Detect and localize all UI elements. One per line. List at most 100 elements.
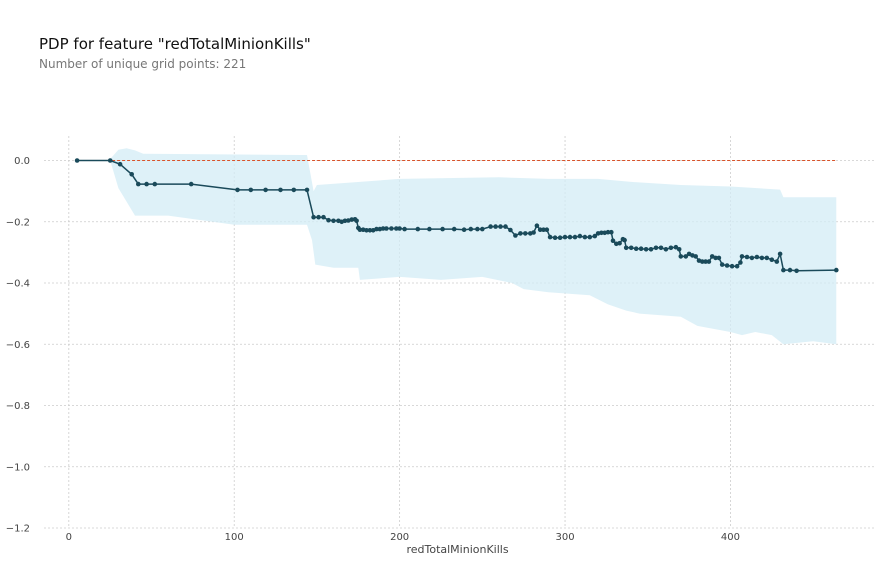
pdp-point	[74, 158, 80, 163]
pdp-point	[364, 228, 369, 233]
pdp-point	[461, 227, 467, 232]
pdp-point	[744, 254, 750, 260]
pdp-point	[572, 234, 578, 240]
pdp-point	[480, 226, 485, 232]
pdp-point	[734, 263, 740, 269]
pdp-point	[503, 224, 508, 229]
pdp-point	[389, 226, 394, 231]
pdp-point	[706, 259, 712, 264]
pdp-point	[523, 231, 528, 236]
y-tick-label: −0.8	[6, 401, 30, 412]
x-axis-label: redTotalMinionKills	[406, 543, 508, 556]
pdp-point	[498, 224, 503, 229]
pdp-point	[683, 254, 689, 259]
pdp-point	[136, 181, 141, 187]
pdp-point	[541, 227, 546, 232]
pdp-point	[531, 230, 536, 235]
y-tick-label: −1.2	[6, 524, 30, 535]
pdp-point	[781, 267, 786, 273]
pdp-point	[440, 226, 445, 232]
pdp-point	[653, 245, 659, 251]
pdp-point	[188, 181, 194, 187]
pdp-point	[673, 244, 679, 250]
y-tick-label: −0.2	[6, 217, 30, 228]
pdp-point	[719, 262, 725, 267]
pdp-point	[547, 234, 553, 240]
pdp-point	[754, 254, 760, 260]
pdp-point	[622, 237, 627, 243]
pdp-point	[544, 227, 550, 232]
pdp-point	[235, 187, 240, 193]
pdp-point	[738, 260, 743, 265]
pdp-point	[658, 245, 664, 251]
confidence-band	[110, 148, 837, 345]
pdp-point	[724, 263, 730, 268]
pdp-point	[693, 254, 698, 259]
pdp-point	[713, 255, 718, 261]
pdp-point	[316, 214, 321, 220]
pdp-point	[678, 254, 684, 259]
x-tick-label: 0	[66, 532, 72, 543]
pdp-point	[648, 247, 654, 252]
pdp-point	[321, 214, 326, 220]
pdp-point	[605, 229, 611, 235]
pdp-point	[676, 247, 682, 252]
pdp-point	[777, 251, 783, 257]
pdp-point	[493, 224, 498, 229]
y-tick-label: −0.6	[6, 340, 30, 351]
pdp-point	[567, 234, 573, 240]
x-tick-label: 400	[721, 532, 740, 543]
pdp-point	[599, 230, 604, 236]
pdp-point	[623, 245, 629, 251]
pdp-point	[609, 229, 614, 235]
pdp-point	[107, 158, 113, 163]
pdp-point	[518, 231, 523, 236]
pdp-point	[769, 257, 775, 263]
pdp-point	[729, 263, 735, 269]
pdp-point	[357, 227, 363, 232]
pdp-point	[794, 268, 799, 274]
pdp-point	[610, 238, 616, 243]
pdp-point	[643, 247, 649, 252]
pdp-point	[534, 223, 540, 228]
pdp-point	[703, 259, 708, 264]
pdp-point	[402, 226, 407, 232]
pdp-point	[716, 255, 722, 261]
pdp-point	[144, 181, 149, 187]
y-tick-label: 0.0	[14, 156, 30, 167]
pdp-point	[787, 267, 793, 273]
y-tick-label: −0.4	[6, 279, 30, 290]
pdp-point	[415, 226, 421, 232]
pdp-point	[834, 267, 839, 273]
pdp-point	[513, 233, 518, 238]
pdp-point	[633, 246, 639, 251]
pdp-point	[278, 187, 283, 193]
pdp-point	[384, 226, 389, 231]
pdp-point	[468, 226, 474, 232]
x-tick-label: 200	[390, 532, 409, 543]
pdp-point	[326, 217, 331, 223]
pdp-point	[592, 233, 598, 239]
pdp-point	[248, 187, 254, 193]
pdp-point	[552, 235, 558, 240]
pdp-point	[577, 233, 583, 239]
pdp-point	[562, 234, 568, 240]
pdp-point	[117, 161, 123, 167]
pdp-point	[349, 217, 355, 222]
pdp-point	[739, 254, 745, 259]
pdp-point	[587, 234, 593, 240]
pdp-point	[394, 226, 399, 231]
pdp-point	[700, 259, 705, 264]
pdp-point	[749, 255, 755, 261]
pdp-point	[427, 226, 432, 232]
pdp-point	[451, 226, 457, 232]
pdp-point	[291, 187, 297, 193]
y-tick-label: −1.0	[6, 462, 30, 473]
pdp-point	[152, 181, 158, 187]
chart-subtitle: Number of unique grid points: 221	[39, 57, 247, 71]
pdp-point	[374, 226, 379, 232]
chart-title: PDP for feature "redTotalMinionKills"	[39, 35, 311, 53]
pdp-point	[488, 224, 493, 229]
pdp-point	[380, 226, 386, 231]
pdp-point	[557, 235, 563, 240]
